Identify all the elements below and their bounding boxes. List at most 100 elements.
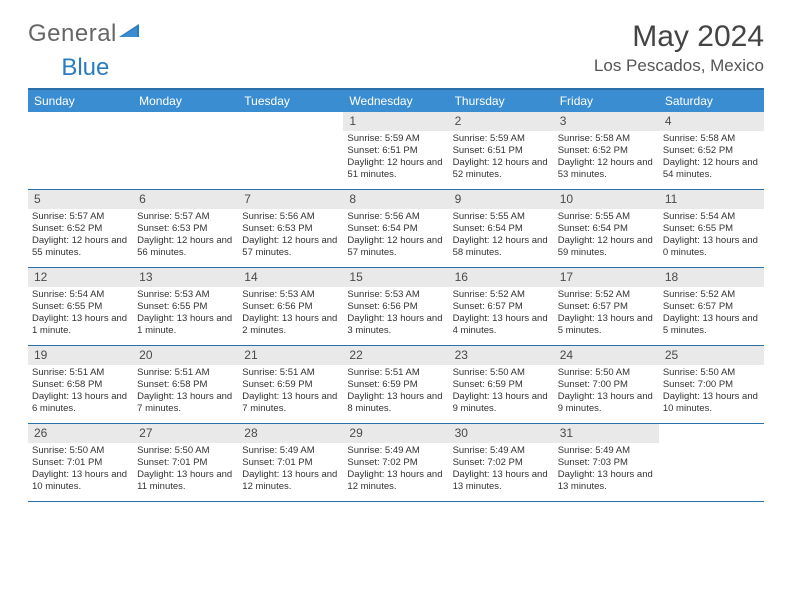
day-details: Sunrise: 5:55 AMSunset: 6:54 PMDaylight:…	[449, 211, 554, 262]
day-details: Sunrise: 5:56 AMSunset: 6:54 PMDaylight:…	[343, 211, 448, 262]
day-cell	[133, 112, 238, 189]
daylight-text: Daylight: 13 hours and 11 minutes.	[137, 469, 234, 493]
day-details: Sunrise: 5:53 AMSunset: 6:56 PMDaylight:…	[238, 289, 343, 340]
sunset-text: Sunset: 7:02 PM	[453, 457, 550, 469]
day-cell: 3Sunrise: 5:58 AMSunset: 6:52 PMDaylight…	[554, 112, 659, 189]
day-details: Sunrise: 5:56 AMSunset: 6:53 PMDaylight:…	[238, 211, 343, 262]
daylight-text: Daylight: 13 hours and 4 minutes.	[453, 313, 550, 337]
day-header-row: Sunday Monday Tuesday Wednesday Thursday…	[28, 90, 764, 112]
daylight-text: Daylight: 13 hours and 13 minutes.	[558, 469, 655, 493]
daylight-text: Daylight: 13 hours and 13 minutes.	[453, 469, 550, 493]
sunset-text: Sunset: 6:58 PM	[32, 379, 129, 391]
day-number: 21	[238, 346, 343, 365]
sunset-text: Sunset: 6:58 PM	[137, 379, 234, 391]
sunset-text: Sunset: 6:51 PM	[453, 145, 550, 157]
day-details: Sunrise: 5:49 AMSunset: 7:02 PMDaylight:…	[343, 445, 448, 496]
daylight-text: Daylight: 13 hours and 0 minutes.	[663, 235, 760, 259]
day-number: 1	[343, 112, 448, 131]
sunrise-text: Sunrise: 5:59 AM	[453, 133, 550, 145]
day-details: Sunrise: 5:50 AMSunset: 7:01 PMDaylight:…	[28, 445, 133, 496]
sunset-text: Sunset: 6:51 PM	[347, 145, 444, 157]
sunrise-text: Sunrise: 5:50 AM	[453, 367, 550, 379]
day-number	[133, 112, 238, 131]
day-number: 29	[343, 424, 448, 443]
day-number: 23	[449, 346, 554, 365]
day-number	[238, 112, 343, 131]
sunrise-text: Sunrise: 5:53 AM	[347, 289, 444, 301]
sunrise-text: Sunrise: 5:51 AM	[347, 367, 444, 379]
weeks-container: 1Sunrise: 5:59 AMSunset: 6:51 PMDaylight…	[28, 112, 764, 502]
day-number: 5	[28, 190, 133, 209]
sunset-text: Sunset: 6:57 PM	[663, 301, 760, 313]
day-cell: 17Sunrise: 5:52 AMSunset: 6:57 PMDayligh…	[554, 268, 659, 345]
day-cell: 6Sunrise: 5:57 AMSunset: 6:53 PMDaylight…	[133, 190, 238, 267]
day-number: 19	[28, 346, 133, 365]
day-number	[659, 424, 764, 443]
sunrise-text: Sunrise: 5:53 AM	[242, 289, 339, 301]
daylight-text: Daylight: 13 hours and 9 minutes.	[453, 391, 550, 415]
sunrise-text: Sunrise: 5:55 AM	[558, 211, 655, 223]
day-header: Thursday	[449, 90, 554, 112]
sunset-text: Sunset: 6:53 PM	[242, 223, 339, 235]
daylight-text: Daylight: 13 hours and 1 minute.	[137, 313, 234, 337]
day-cell: 8Sunrise: 5:56 AMSunset: 6:54 PMDaylight…	[343, 190, 448, 267]
sunrise-text: Sunrise: 5:58 AM	[558, 133, 655, 145]
brand-part2: Blue	[61, 54, 109, 81]
daylight-text: Daylight: 13 hours and 1 minute.	[32, 313, 129, 337]
daylight-text: Daylight: 13 hours and 2 minutes.	[242, 313, 339, 337]
day-number: 31	[554, 424, 659, 443]
sunrise-text: Sunrise: 5:50 AM	[663, 367, 760, 379]
sunset-text: Sunset: 7:00 PM	[558, 379, 655, 391]
day-cell: 27Sunrise: 5:50 AMSunset: 7:01 PMDayligh…	[133, 424, 238, 501]
daylight-text: Daylight: 13 hours and 12 minutes.	[347, 469, 444, 493]
week-row: 26Sunrise: 5:50 AMSunset: 7:01 PMDayligh…	[28, 424, 764, 502]
day-number: 2	[449, 112, 554, 131]
day-cell: 10Sunrise: 5:55 AMSunset: 6:54 PMDayligh…	[554, 190, 659, 267]
day-details: Sunrise: 5:57 AMSunset: 6:53 PMDaylight:…	[133, 211, 238, 262]
week-row: 1Sunrise: 5:59 AMSunset: 6:51 PMDaylight…	[28, 112, 764, 190]
daylight-text: Daylight: 13 hours and 12 minutes.	[242, 469, 339, 493]
logo-triangle-icon	[119, 22, 141, 40]
sunrise-text: Sunrise: 5:49 AM	[558, 445, 655, 457]
day-header: Friday	[554, 90, 659, 112]
day-details: Sunrise: 5:57 AMSunset: 6:52 PMDaylight:…	[28, 211, 133, 262]
day-details: Sunrise: 5:49 AMSunset: 7:01 PMDaylight:…	[238, 445, 343, 496]
day-details: Sunrise: 5:52 AMSunset: 6:57 PMDaylight:…	[554, 289, 659, 340]
day-details: Sunrise: 5:51 AMSunset: 6:58 PMDaylight:…	[133, 367, 238, 418]
day-cell: 4Sunrise: 5:58 AMSunset: 6:52 PMDaylight…	[659, 112, 764, 189]
sunset-text: Sunset: 6:53 PM	[137, 223, 234, 235]
day-number: 25	[659, 346, 764, 365]
daylight-text: Daylight: 13 hours and 10 minutes.	[32, 469, 129, 493]
day-cell: 11Sunrise: 5:54 AMSunset: 6:55 PMDayligh…	[659, 190, 764, 267]
day-cell: 9Sunrise: 5:55 AMSunset: 6:54 PMDaylight…	[449, 190, 554, 267]
sunset-text: Sunset: 6:55 PM	[663, 223, 760, 235]
daylight-text: Daylight: 13 hours and 7 minutes.	[242, 391, 339, 415]
day-number: 13	[133, 268, 238, 287]
sunset-text: Sunset: 6:57 PM	[453, 301, 550, 313]
day-number: 14	[238, 268, 343, 287]
sunrise-text: Sunrise: 5:50 AM	[32, 445, 129, 457]
sunset-text: Sunset: 6:59 PM	[347, 379, 444, 391]
day-number: 20	[133, 346, 238, 365]
day-header: Saturday	[659, 90, 764, 112]
sunrise-text: Sunrise: 5:56 AM	[242, 211, 339, 223]
day-header: Monday	[133, 90, 238, 112]
day-number: 15	[343, 268, 448, 287]
sunrise-text: Sunrise: 5:58 AM	[663, 133, 760, 145]
sunset-text: Sunset: 7:01 PM	[242, 457, 339, 469]
sunset-text: Sunset: 6:56 PM	[242, 301, 339, 313]
day-details: Sunrise: 5:49 AMSunset: 7:03 PMDaylight:…	[554, 445, 659, 496]
calendar: Sunday Monday Tuesday Wednesday Thursday…	[28, 88, 764, 502]
sunrise-text: Sunrise: 5:54 AM	[663, 211, 760, 223]
day-cell: 18Sunrise: 5:52 AMSunset: 6:57 PMDayligh…	[659, 268, 764, 345]
day-details: Sunrise: 5:59 AMSunset: 6:51 PMDaylight:…	[449, 133, 554, 184]
sunset-text: Sunset: 7:01 PM	[137, 457, 234, 469]
sunrise-text: Sunrise: 5:55 AM	[453, 211, 550, 223]
day-number: 26	[28, 424, 133, 443]
day-details: Sunrise: 5:51 AMSunset: 6:59 PMDaylight:…	[343, 367, 448, 418]
sunrise-text: Sunrise: 5:51 AM	[242, 367, 339, 379]
daylight-text: Daylight: 12 hours and 56 minutes.	[137, 235, 234, 259]
day-details: Sunrise: 5:52 AMSunset: 6:57 PMDaylight:…	[659, 289, 764, 340]
sunrise-text: Sunrise: 5:52 AM	[663, 289, 760, 301]
day-number: 3	[554, 112, 659, 131]
